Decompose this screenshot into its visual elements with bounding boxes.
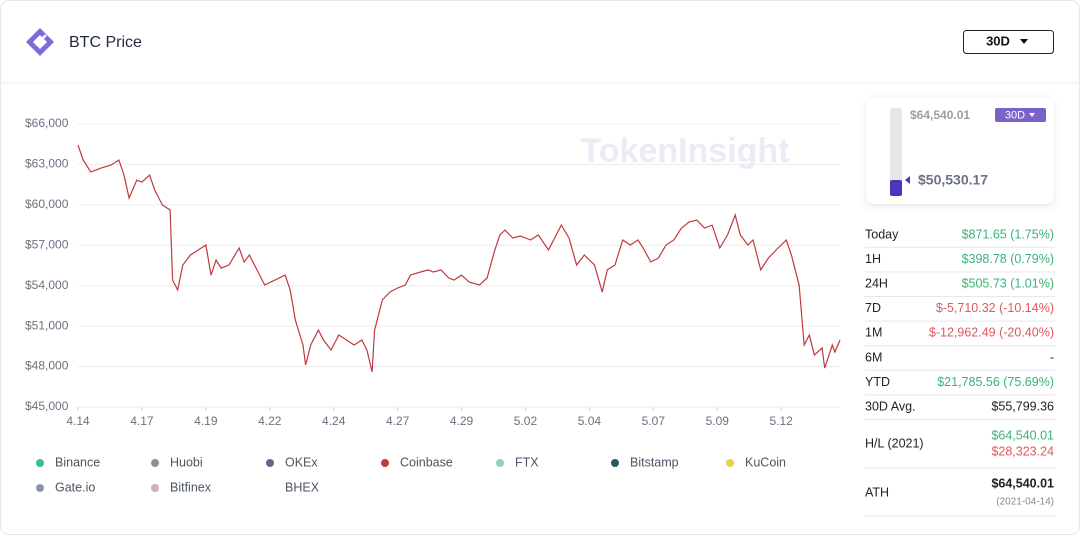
legend-label: FTX	[515, 455, 539, 469]
stats: Today $871.65 (1.75%) 1H $398.78 (0.79%) 24H…	[865, 227, 1055, 420]
logo	[26, 28, 54, 56]
ath-value: $64,540.01	[991, 476, 1054, 490]
ath-label: ATH	[865, 485, 889, 499]
y-tick-label: $48,000	[25, 359, 69, 373]
x-tick-label: 4.14	[66, 414, 90, 428]
stat-value: $-12,962.49 (-20.40%)	[929, 326, 1054, 340]
legend: Binance Huobi OKEx Coinbase FTX Bitstamp KuCoi…	[36, 455, 786, 494]
plot: $45,000 $48,000 $51,000 $54,000 $57,000 $60,0…	[25, 116, 841, 428]
stat-value: $505.73 (1.01%)	[962, 276, 1054, 290]
legend-swatch	[36, 459, 44, 467]
gauge-range[interactable]: 30D	[995, 108, 1046, 122]
price-line	[77, 144, 841, 373]
range-label[interactable]: 30D	[986, 33, 1010, 48]
hl-label: H/L (2021)	[865, 436, 924, 450]
x-tick-label: 4.27	[386, 414, 410, 428]
gauge-track	[890, 108, 902, 196]
stat-label: Today	[865, 227, 899, 241]
x-tick-label: 5.07	[642, 414, 666, 428]
stat-label: 1M	[865, 326, 882, 340]
stat-value: -	[1050, 350, 1054, 364]
title: BTC Price	[69, 34, 142, 51]
x-tick-label: 5.09	[706, 414, 730, 428]
x-tick-label: 4.24	[322, 414, 346, 428]
legend-swatch	[496, 459, 504, 467]
stat-value: $55,799.36	[991, 399, 1054, 413]
y-tick-label: $63,000	[25, 157, 69, 171]
stat-value: $871.65 (1.75%)	[962, 227, 1054, 241]
gauge-range-label[interactable]: 30D	[1005, 109, 1025, 121]
legend-label: Huobi	[170, 455, 203, 469]
legend-label: Coinbase	[400, 455, 453, 469]
range-dropdown[interactable]: 30D	[963, 30, 1054, 54]
gauge-fill	[890, 180, 902, 196]
watermark: TokenInsight	[580, 132, 789, 170]
legend-label: Gate.io	[55, 480, 95, 494]
x-tick-label: 5.02	[514, 414, 538, 428]
legend-label: Binance	[55, 455, 100, 469]
legend-swatch	[151, 459, 159, 467]
y-tick-label: $45,000	[25, 399, 69, 413]
y-tick-label: $66,000	[25, 116, 69, 130]
x-tick-label: 4.17	[130, 414, 154, 428]
legend-label: OKEx	[285, 455, 318, 469]
x-tick-label: 4.22	[258, 414, 282, 428]
stat-label: 1H	[865, 252, 881, 266]
stat-label: 7D	[865, 301, 881, 315]
legend-label: BHEX	[285, 480, 320, 494]
stat-label: YTD	[865, 375, 890, 389]
legend-swatch	[726, 459, 734, 467]
stat-value: $-5,710.32 (-10.14%)	[936, 301, 1054, 315]
x-tick-label: 5.12	[770, 414, 794, 428]
stat-label: 6M	[865, 350, 882, 364]
legend-swatch	[36, 484, 44, 492]
x-tick-label: 5.04	[578, 414, 602, 428]
gauge-pointer	[905, 176, 910, 184]
hl-high: $64,540.01	[991, 428, 1054, 442]
stat-label: 30D Avg.	[865, 399, 916, 413]
ath-date: (2021-04-14)	[996, 497, 1054, 508]
legend-swatch	[151, 484, 159, 492]
y-tick-label: $60,000	[25, 197, 69, 211]
x-tick-label: 4.19	[194, 414, 218, 428]
gauge-high: $64,540.01	[910, 108, 970, 122]
y-tick-label: $54,000	[25, 278, 69, 292]
stat-label: 24H	[865, 276, 888, 290]
legend-swatch	[611, 459, 619, 467]
x-tick-label: 4.29	[450, 414, 474, 428]
legend-swatch	[266, 459, 274, 467]
stat-value: $21,785.56 (75.69%)	[937, 375, 1054, 389]
legend-swatch	[266, 484, 274, 492]
legend-label: Bitfinex	[170, 480, 212, 494]
y-tick-label: $51,000	[25, 318, 69, 332]
legend-label: Bitstamp	[630, 455, 679, 469]
gauge-current: $50,530.17	[918, 172, 988, 188]
stat-value: $398.78 (0.79%)	[962, 252, 1054, 266]
gauge-card	[866, 98, 1054, 204]
hl-low: $28,323.24	[991, 444, 1054, 458]
legend-swatch	[381, 459, 389, 467]
y-tick-label: $57,000	[25, 237, 69, 251]
legend-label: KuCoin	[745, 455, 786, 469]
